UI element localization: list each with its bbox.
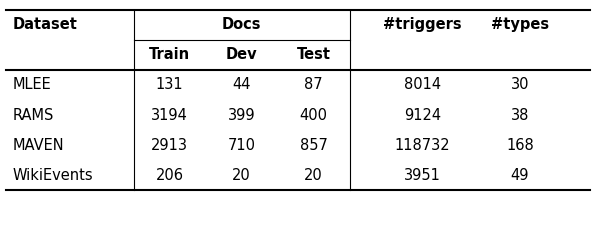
Text: 118732: 118732 bbox=[395, 138, 451, 153]
Text: Test: Test bbox=[297, 47, 331, 62]
Text: MAVEN: MAVEN bbox=[12, 138, 64, 153]
Text: #triggers: #triggers bbox=[383, 17, 462, 32]
Text: MLEE: MLEE bbox=[12, 78, 51, 92]
Text: 49: 49 bbox=[511, 168, 529, 183]
Text: 857: 857 bbox=[300, 138, 328, 153]
Text: Train: Train bbox=[149, 47, 190, 62]
Text: 3194: 3194 bbox=[151, 108, 188, 122]
Text: 710: 710 bbox=[227, 138, 256, 153]
Text: 206: 206 bbox=[156, 168, 184, 183]
Text: #types: #types bbox=[491, 17, 549, 32]
Text: 20: 20 bbox=[232, 168, 251, 183]
Text: 131: 131 bbox=[156, 78, 184, 92]
Text: 44: 44 bbox=[232, 78, 251, 92]
Text: 20: 20 bbox=[304, 168, 323, 183]
Text: 2913: 2913 bbox=[151, 138, 188, 153]
Text: 168: 168 bbox=[506, 138, 534, 153]
Text: RAMS: RAMS bbox=[12, 108, 54, 122]
Text: Dataset: Dataset bbox=[12, 17, 77, 32]
Text: Docs: Docs bbox=[222, 17, 261, 32]
Text: 30: 30 bbox=[511, 78, 529, 92]
Text: 8014: 8014 bbox=[404, 78, 441, 92]
Text: 400: 400 bbox=[300, 108, 328, 122]
Text: Dev: Dev bbox=[226, 47, 258, 62]
Text: 38: 38 bbox=[511, 108, 529, 122]
Text: 3951: 3951 bbox=[404, 168, 441, 183]
Text: 87: 87 bbox=[305, 78, 323, 92]
Text: 399: 399 bbox=[228, 108, 255, 122]
Text: 9124: 9124 bbox=[404, 108, 441, 122]
Text: WikiEvents: WikiEvents bbox=[12, 168, 93, 183]
